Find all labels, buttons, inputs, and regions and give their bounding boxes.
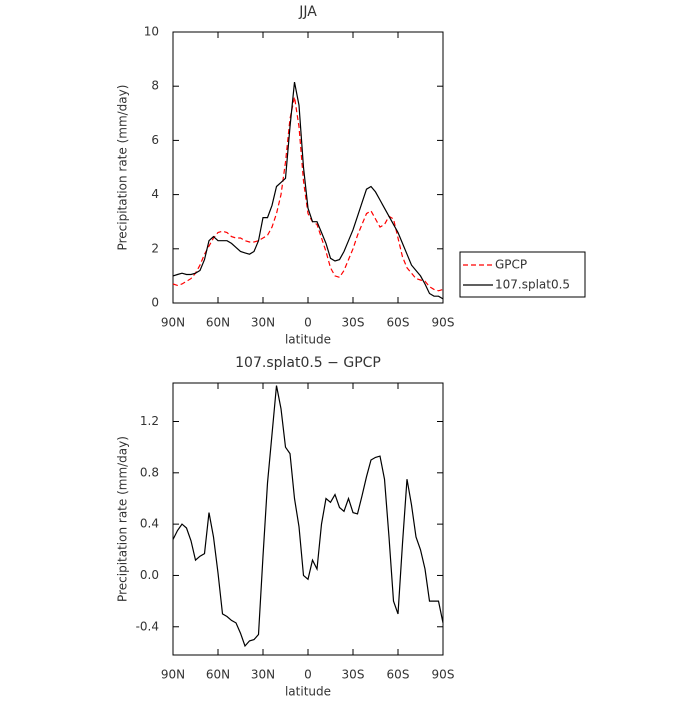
y-axis-label: Precipitation rate (mm/day) — [116, 85, 130, 251]
x-tick-label: 90N — [161, 668, 185, 682]
x-tick-label: 30N — [251, 668, 275, 682]
x-tick-label: 90N — [161, 316, 185, 330]
x-tick-label: 60N — [206, 668, 230, 682]
x-tick-label: 30S — [342, 668, 365, 682]
y-tick-label: 10 — [144, 25, 159, 39]
plot-frame — [172, 382, 444, 656]
x-axis-label: latitude — [285, 333, 331, 347]
x-tick-label: 60S — [387, 316, 410, 330]
y-tick-label: 0.8 — [140, 465, 159, 479]
x-tick-label: 0 — [304, 316, 312, 330]
x-tick-label: 0 — [304, 668, 312, 682]
x-axis-label: latitude — [285, 685, 331, 699]
y-tick-label: 1.2 — [140, 414, 159, 428]
x-tick-label: 90S — [432, 316, 455, 330]
legend-label: GPCP — [495, 258, 527, 272]
chart-title: 107.splat0.5 − GPCP — [235, 355, 381, 371]
plot-frame — [172, 31, 444, 304]
y-axis-label: Precipitation rate (mm/day) — [116, 436, 130, 602]
x-tick-label: 90S — [432, 668, 455, 682]
data-line — [172, 385, 444, 648]
y-tick-label: 0.4 — [140, 517, 159, 531]
chart-title: JJA — [298, 4, 317, 20]
x-tick-label: 60S — [387, 668, 410, 682]
data-line — [172, 96, 444, 292]
legend-label: 107.splat0.5 — [495, 278, 570, 292]
y-tick-label: 4 — [151, 187, 159, 201]
y-tick-label: 2 — [151, 241, 159, 255]
y-tick-label: -0.4 — [136, 619, 159, 633]
legend-box — [459, 251, 586, 298]
y-tick-label: 0.0 — [140, 568, 159, 582]
x-tick-label: 60N — [206, 316, 230, 330]
data-line — [172, 81, 444, 300]
y-tick-label: 6 — [151, 133, 159, 147]
y-tick-label: 8 — [151, 79, 159, 93]
x-tick-label: 30S — [342, 316, 365, 330]
y-tick-label: 0 — [151, 296, 159, 310]
x-tick-label: 30N — [251, 316, 275, 330]
